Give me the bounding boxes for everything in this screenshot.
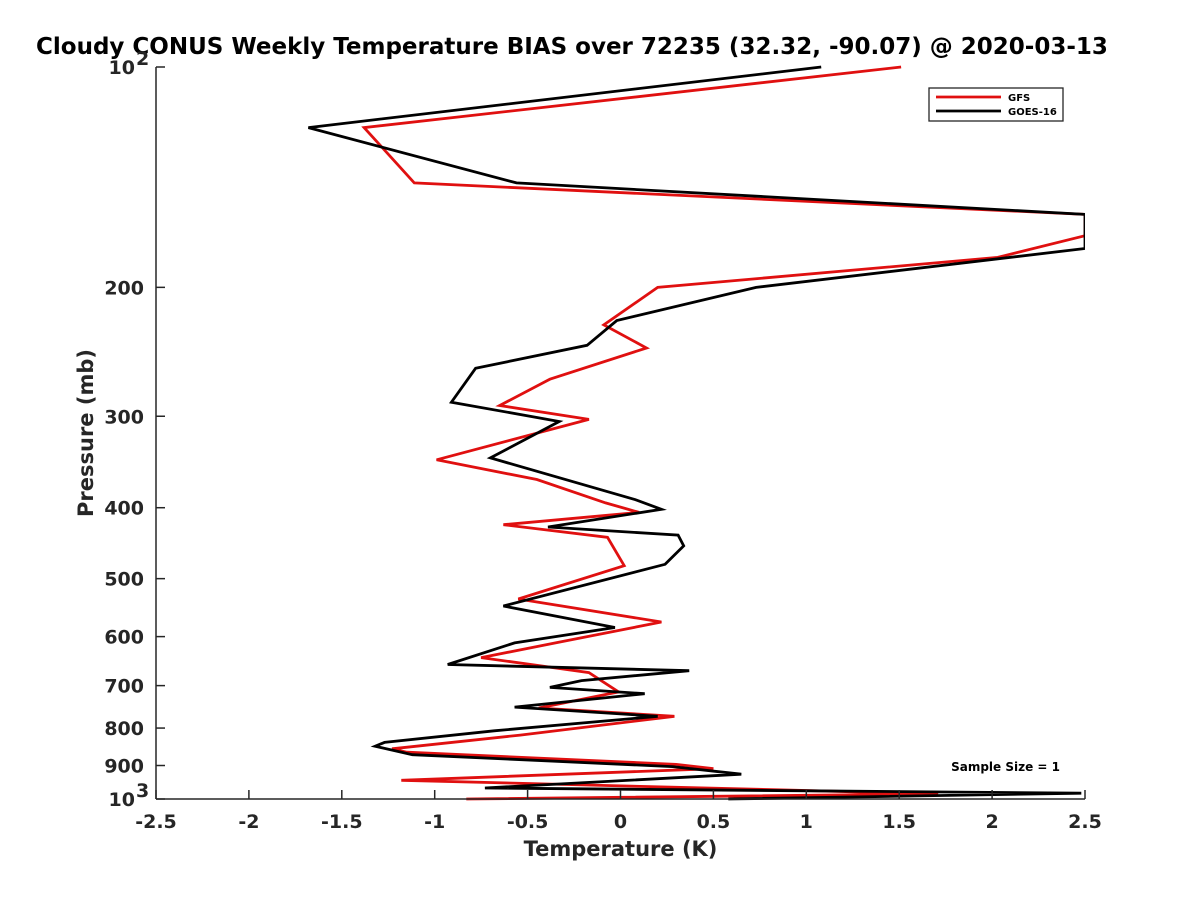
y-tick-label: 400 bbox=[104, 498, 144, 520]
series-line-goes-16 bbox=[308, 65, 1085, 801]
x-tick-label: 0 bbox=[614, 811, 627, 833]
x-tick-label: -0.5 bbox=[507, 811, 549, 833]
y-tick-exponent: 2 bbox=[136, 48, 149, 70]
x-ticks: -2.5 -2 -1.5 -1 -0.5 0 0.5 1 1.5 2 2.5 bbox=[135, 790, 1102, 833]
x-tick-label: -2 bbox=[238, 811, 259, 833]
y-tick-label: 900 bbox=[104, 756, 144, 778]
y-tick-label: 10 bbox=[109, 57, 135, 79]
y-tick-label: 600 bbox=[104, 627, 144, 649]
y-tick-label: 200 bbox=[104, 277, 144, 299]
x-tick-label: 2.5 bbox=[1068, 811, 1102, 833]
y-tick-label: 300 bbox=[104, 406, 144, 428]
legend-label: GOES-16 bbox=[1008, 107, 1057, 118]
chart-title: Cloudy CONUS Weekly Temperature BIAS ove… bbox=[36, 34, 1108, 60]
x-tick-label: -1 bbox=[424, 811, 445, 833]
x-axis-label: Temperature (K) bbox=[524, 837, 718, 861]
x-tick-label: 1.5 bbox=[882, 811, 916, 833]
x-tick-label: 2 bbox=[985, 811, 998, 833]
legend: GFS GOES-16 bbox=[928, 87, 1064, 122]
y-tick-label: 500 bbox=[104, 569, 144, 591]
x-tick-label: -2.5 bbox=[135, 811, 177, 833]
y-tick-label: 700 bbox=[104, 676, 144, 698]
y-tick-label: 800 bbox=[104, 718, 144, 740]
y-tick-label: 10 bbox=[109, 789, 135, 811]
sample-size-annotation: Sample Size = 1 bbox=[951, 760, 1060, 774]
x-tick-label: -1.5 bbox=[321, 811, 363, 833]
plot-lines bbox=[308, 65, 1085, 801]
x-tick-label: 1 bbox=[800, 811, 813, 833]
legend-label: GFS bbox=[1008, 93, 1030, 104]
y-tick-exponent: 3 bbox=[136, 780, 149, 802]
y-axis-label: Pressure (mb) bbox=[74, 349, 98, 517]
legend-box bbox=[928, 87, 1064, 122]
x-tick-label: 0.5 bbox=[697, 811, 731, 833]
